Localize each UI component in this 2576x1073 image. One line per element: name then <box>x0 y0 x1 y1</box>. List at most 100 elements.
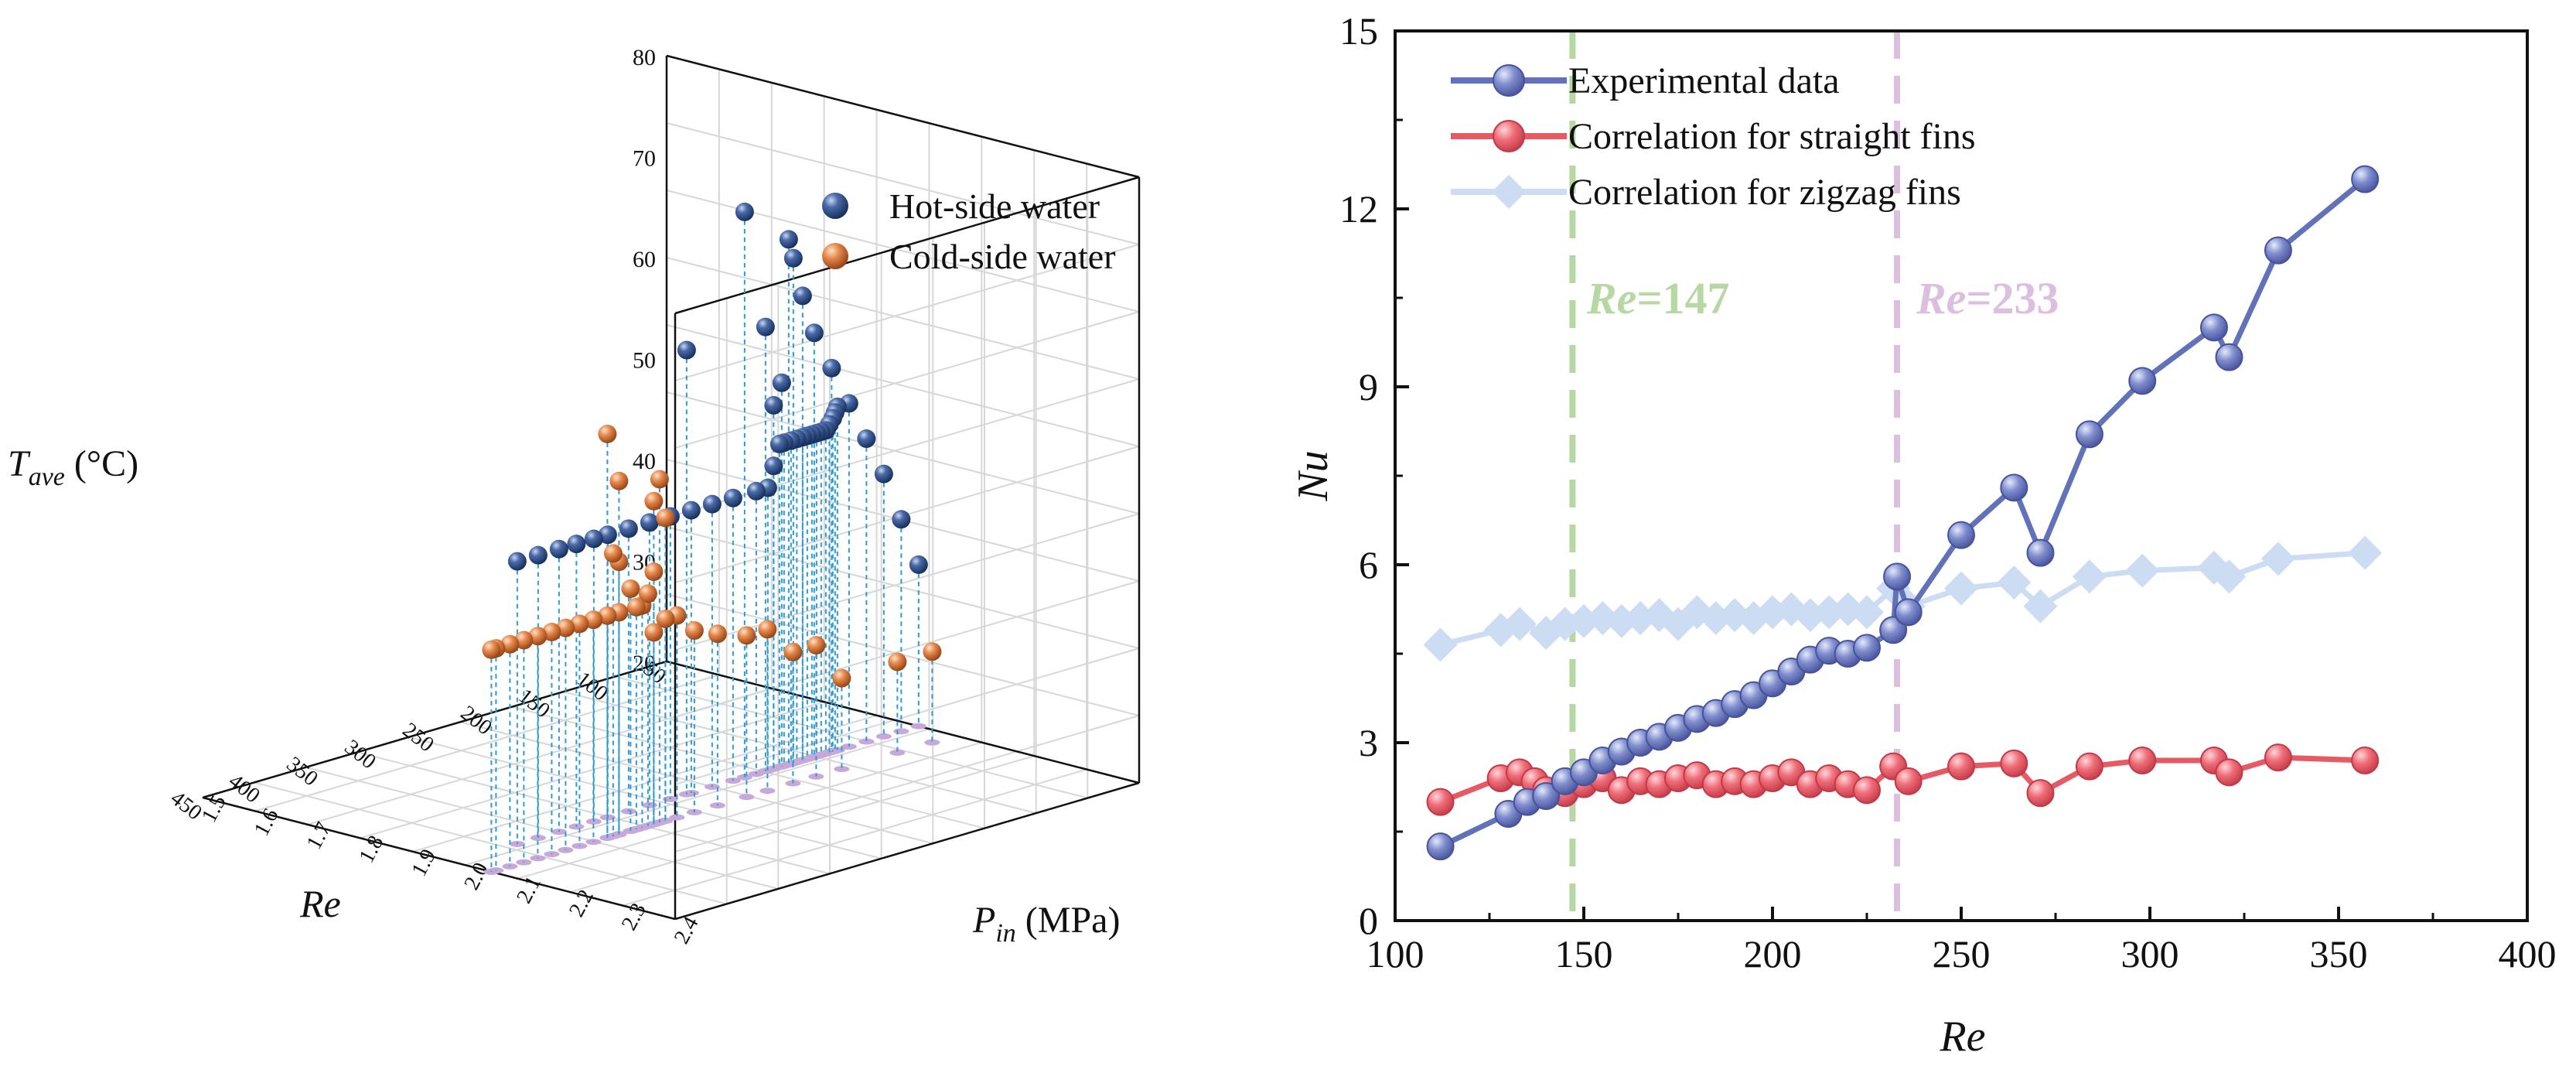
cold-side-point <box>556 618 575 637</box>
hot-side-point <box>764 456 783 476</box>
axis-edge <box>202 796 676 921</box>
re-tick-label: 300 <box>340 735 380 774</box>
cold-side-point <box>684 621 704 641</box>
cold-side-point <box>500 634 520 654</box>
gridline <box>360 701 824 839</box>
floor-projection <box>759 788 776 794</box>
straight-fins-point <box>2075 752 2103 781</box>
re-tick-label: 450 <box>166 786 206 825</box>
cold-side-point <box>603 544 623 563</box>
hot-side-point <box>598 525 617 545</box>
experimental-point <box>2128 367 2157 395</box>
gridline <box>622 768 1087 907</box>
zigzag-fins-point <box>2348 535 2383 570</box>
floor-projection <box>669 814 685 821</box>
cold-side-point <box>626 597 646 617</box>
straight-fins-point <box>2000 749 2028 777</box>
gridline <box>615 675 1088 799</box>
hot-side-point <box>723 488 742 507</box>
hot-side-point <box>769 434 789 453</box>
zigzag-fins-point <box>2260 542 2295 576</box>
gridline <box>674 311 1140 449</box>
hot-side-point <box>793 286 812 306</box>
gridline <box>674 513 1140 651</box>
z-tick-label: 40 <box>633 449 656 474</box>
re-tick-label: 250 <box>398 718 438 757</box>
legend-cold-label: Cold-side water <box>889 237 1116 276</box>
floor-projection <box>924 739 940 746</box>
hot-side-point <box>857 429 876 449</box>
straight-fins-point <box>1853 776 1881 805</box>
axis-edge <box>202 660 667 799</box>
x-tick-label: 250 <box>1933 932 1991 976</box>
cold-side-point <box>638 584 657 603</box>
hot-side-point <box>681 501 701 520</box>
experimental-point <box>2351 165 2380 193</box>
hot-side-point <box>756 317 775 337</box>
legend-exp-marker <box>1493 64 1525 97</box>
gridline <box>412 714 877 853</box>
legend-hot-label: Hot-side water <box>889 186 1100 226</box>
y-tick-label: 6 <box>1359 543 1378 586</box>
cold-side-point <box>584 610 603 630</box>
hot-side-point <box>528 545 548 565</box>
hot-side-point <box>772 373 791 392</box>
experimental-point <box>1883 562 1912 591</box>
cold-side-point <box>621 579 640 598</box>
hot-side-point <box>822 358 841 378</box>
z-axis-label: Tave (°C) <box>8 443 138 491</box>
floor-projection <box>858 738 875 745</box>
re-tick-label: 200 <box>456 701 496 740</box>
gridline <box>674 648 1140 785</box>
cold-side-point <box>644 491 664 511</box>
hot-side-point <box>735 202 754 221</box>
experimental-point <box>1947 521 1975 549</box>
gridline <box>465 728 930 866</box>
floor-projection <box>739 794 755 801</box>
hot-side-point <box>677 340 696 360</box>
gridline <box>666 324 1140 447</box>
experimental-point <box>2215 343 2243 371</box>
hot-side-point <box>584 529 603 548</box>
cold-side-point <box>528 627 548 646</box>
legend-straight-marker <box>1493 120 1525 152</box>
hot-side-point <box>567 535 586 554</box>
straight-fins-point <box>2026 779 2055 808</box>
line-x-axis-label: Re <box>1939 1013 1985 1061</box>
zigzag-fins-point <box>2125 553 2160 588</box>
hot-side-point <box>783 248 803 268</box>
hot-side-point <box>549 539 568 559</box>
cold-side-point <box>737 626 756 645</box>
cold-side-point <box>482 640 501 659</box>
cold-side-point <box>644 562 664 582</box>
x-tick-label: 150 <box>1555 932 1613 976</box>
hot-side-point <box>804 323 824 343</box>
zigzag-fins-point <box>1997 566 2032 600</box>
cold-side-point <box>514 630 534 650</box>
experimental-point <box>2264 236 2292 265</box>
scatter-3d-points <box>482 202 942 688</box>
nu-line-chart: 100 150 200 250 300 350 400 0 3 6 9 12 15 Re=147 Re=… <box>1289 9 2557 1061</box>
hot-side-point <box>507 552 527 571</box>
experimental-point <box>2075 420 2103 449</box>
legend-zigzag-marker <box>1492 175 1526 209</box>
gridline <box>569 755 1035 894</box>
legend-straight-label: Correlation for straight fins <box>1568 116 1976 157</box>
gridline <box>666 122 1140 245</box>
straight-fins-point <box>1947 752 1975 781</box>
zigzag-fins-point <box>2023 589 2058 624</box>
hot-side-point <box>640 513 659 532</box>
gridline <box>674 244 1140 381</box>
line-chart-legend: Experimental data Correlation for straig… <box>1451 60 1976 213</box>
y-tick-label: 15 <box>1339 9 1378 53</box>
cold-side-point <box>650 470 669 489</box>
zigzag-fins-point <box>1503 607 1537 641</box>
legend-exp-label: Experimental data <box>1568 60 1840 101</box>
experimental-point <box>1879 616 1908 644</box>
straight-fins-point <box>2215 758 2243 787</box>
scatter-3d-drop-lines <box>490 211 933 872</box>
z-tick-label: 20 <box>633 651 656 676</box>
z-tick-label: 80 <box>633 45 656 70</box>
cold-side-point <box>598 606 617 625</box>
legend-cold-marker <box>822 243 848 269</box>
